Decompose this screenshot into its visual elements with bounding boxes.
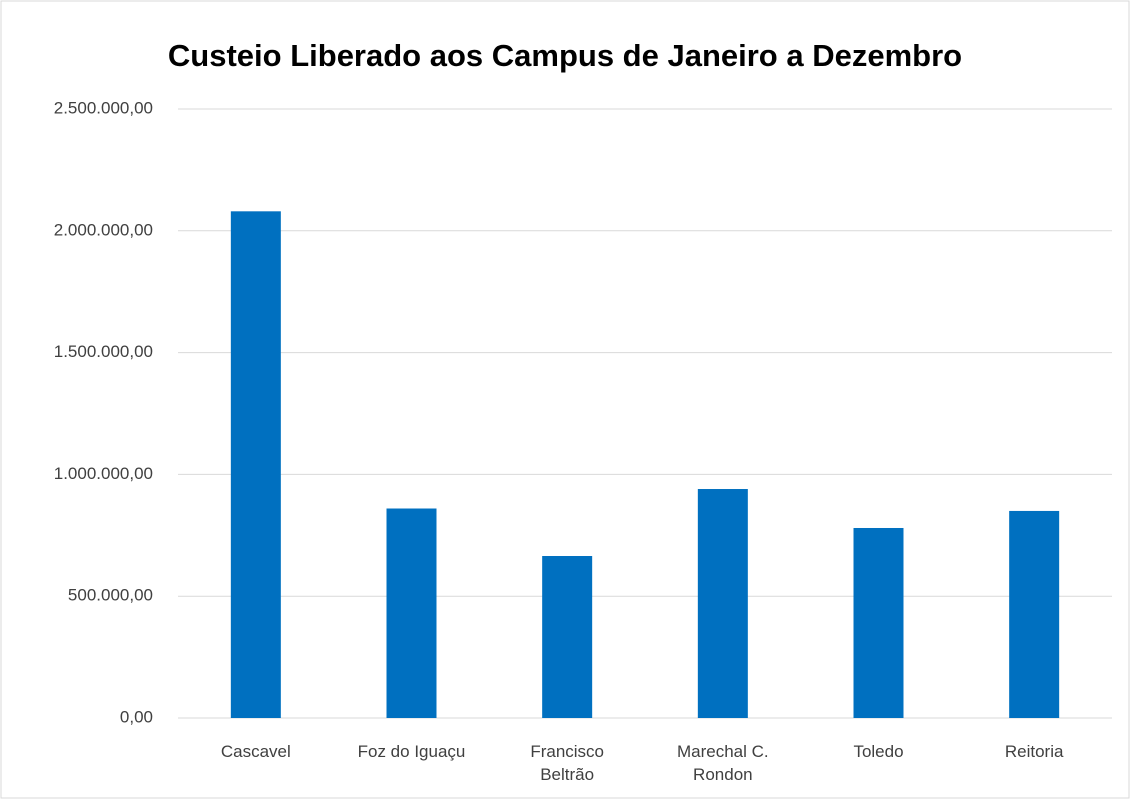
x-tick-label: Reitoria xyxy=(1004,742,1064,761)
bar xyxy=(230,211,281,718)
y-tick-label: 2.500.000,00 xyxy=(54,98,153,117)
y-tick-label: 1.500.000,00 xyxy=(54,342,153,361)
x-tick-label: Marechal C. Rondon xyxy=(677,742,769,784)
y-tick-label: 2.000.000,00 xyxy=(54,220,153,239)
x-tick-label: Foz do Iguaçu xyxy=(357,742,466,761)
x-tick-label: Francisco Beltrão xyxy=(530,742,604,784)
bar xyxy=(1009,510,1060,718)
x-tick-label-box: Reitoria xyxy=(1004,742,1064,761)
bar xyxy=(853,527,904,718)
y-tick-label: 0,00 xyxy=(120,707,153,726)
bar xyxy=(697,489,748,718)
x-tick-label-box: Toledo xyxy=(853,742,904,761)
x-tick-label-box: Foz do Iguaçu xyxy=(357,742,466,761)
x-tick-label: Cascavel xyxy=(220,742,291,761)
bar xyxy=(542,556,593,718)
x-tick-label-box: Marechal C. Rondon xyxy=(677,742,769,784)
x-tick-label-box: Francisco Beltrão xyxy=(530,742,604,784)
y-tick-label: 500.000,00 xyxy=(68,586,153,605)
bar xyxy=(386,508,437,718)
y-tick-label: 1.000.000,00 xyxy=(54,464,153,483)
x-tick-label: Toledo xyxy=(853,742,904,761)
x-tick-label-box: Cascavel xyxy=(220,742,291,761)
chart-title: Custeio Liberado aos Campus de Janeiro a… xyxy=(168,38,962,73)
